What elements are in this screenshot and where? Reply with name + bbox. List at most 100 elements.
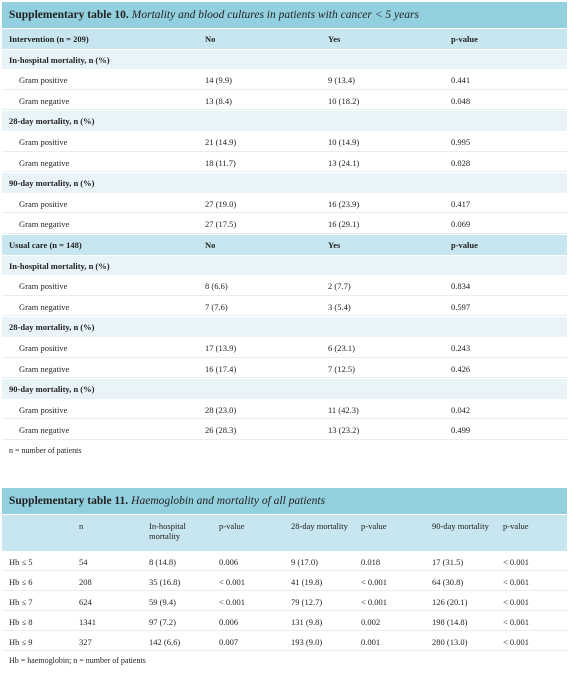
cell: 8 (6.6) [205,281,228,292]
data-row: Gram positive 21 (14.9) 10 (14.9) 0.995 [2,130,567,152]
cell: 208 [79,577,92,587]
cell: 0.006 [219,557,239,567]
cell: 8 (14.8) [149,557,176,567]
cell: Gram positive [19,281,68,292]
cell: Hb ≤ 6 [9,577,33,587]
cell: 0.834 [451,281,471,292]
cell: 28 (23.0) [205,404,237,415]
cell: 131 (9.8) [291,617,323,627]
title-text: Haemoglobin and mortality of all patient… [131,495,326,507]
cell: 11 (42.3) [328,404,359,415]
cell: 327 [79,637,92,647]
cell: < 0.001 [219,577,246,587]
cell: 126 (20.1) [432,597,468,607]
cell: < 0.001 [503,557,530,567]
cell: 0.426 [451,363,471,374]
cell: p-value [219,521,245,531]
cell: 193 (9.0) [291,637,323,647]
data-row: Hb ≤ 5 54 8 (14.8) 0.006 9 (17.0) 0.018 17 (31… [2,551,567,571]
data-row: Gram positive 14 (9.9) 9 (13.4) 0.441 [2,69,567,90]
cell: 17 (13.9) [205,342,237,353]
cell: < 0.001 [503,597,530,607]
cell: Hb ≤ 5 [9,557,33,567]
cell: 17 (31.5) [432,557,464,567]
data-row: Gram negative 13 (8.4) 10 (18.2) 0.048 [2,89,567,111]
cell: 27 (17.5) [205,219,237,230]
cell: Intervention (n = 209) [9,34,89,44]
cell: p-value [451,34,478,44]
cell: p-value [503,521,529,531]
section-row: In-hospital mortality, n (%) [2,48,567,70]
cell: 0.417 [451,198,471,209]
cell: 0.018 [361,557,381,567]
cell: Gram positive [19,404,68,415]
header-row: Usual care (n = 148) No Yes p-value [2,233,567,255]
cell: 79 (12.7) [291,597,323,607]
data-row: Gram negative 26 (28.3) 13 (23.2) 0.499 [2,419,567,440]
footnote: Hb = haemoglobin; n = number of patients [9,656,146,665]
cell: 13 (23.2) [328,425,360,436]
cell: 0.499 [451,425,471,436]
cell: Hb ≤ 9 [9,637,33,647]
cell: Gram negative [19,219,70,230]
cell: Yes [328,239,341,250]
cell: 13 (8.4) [205,95,232,106]
cell: 280 (13.0) [432,637,468,647]
cell: < 0.001 [503,617,530,627]
table-title: Supplementary table 10. Mortality and blo… [2,2,567,28]
cell: 27 (19.0) [205,198,237,209]
section-row: 90-day mortality, n (%) [2,378,567,399]
cell: Gram negative [19,95,70,106]
cell: 0.001 [361,637,381,647]
cell: 0.042 [451,404,471,415]
cell: 3 (5.4) [328,301,351,312]
cell: Gram positive [19,342,68,353]
data-row: Gram positive 28 (23.0) 11 (42.3) 0.042 [2,398,567,420]
cell: 0.995 [451,136,471,147]
table: Supplementary table 10. Mortality and blo… [2,2,567,455]
cell: Gram negative [19,301,70,312]
title-label: Supplementary table 10. [9,9,129,21]
cell: Gram negative [19,363,70,374]
cell: 21 (14.9) [205,136,237,147]
cell: 41 (19.8) [291,577,323,587]
cell: 90-day mortality, n (%) [9,384,95,395]
data-row: Gram negative 27 (17.5) 16 (29.1) 0.069 [2,213,567,234]
cell: 59 (9.4) [149,597,176,607]
cell: 97 (7.2) [149,617,176,627]
cell: p-value [451,239,478,250]
cell: 10 (18.2) [328,95,360,106]
section-row: 28-day mortality, n (%) [2,110,567,131]
cell: 90-day mortality [432,521,489,531]
cell: 28-day mortality, n (%) [9,116,95,127]
table-title: Supplementary table 11. Haemoglobin and m… [2,488,567,514]
data-row: Hb ≤ 8 1341 97 (7.2) 0.006 131 (9.8) 0.002 198… [2,611,567,631]
data-row: Gram negative 18 (11.7) 13 (24.1) 0.028 [2,151,567,173]
cell: 16 (23.9) [328,198,360,209]
cell: Gram positive [19,136,68,147]
title-text: Mortality and blood cultures in patients… [131,9,419,21]
cell: Hb ≤ 8 [9,617,33,627]
cell: 0.243 [451,342,471,353]
cell: 0.006 [219,617,239,627]
cell: Yes [328,34,341,44]
cell: In-hospital mortality, n (%) [9,54,110,65]
cell: n [79,521,84,531]
cell: 624 [79,597,92,607]
title-label: Supplementary table 11. [9,495,129,507]
data-row: Hb ≤ 6 208 35 (16.8) < 0.001 41 (19.8) < 0.00… [2,571,567,591]
cell: No [205,34,216,44]
cell: 142 (6.6) [149,637,181,647]
cell: < 0.001 [219,597,246,607]
section-row: In-hospital mortality, n (%) [2,254,567,276]
footnote: n = number of patients [9,445,82,455]
data-row: Gram positive 27 (19.0) 16 (23.9) 0.417 [2,192,567,214]
cell: Hb ≤ 7 [9,597,33,607]
data-row: Gram negative 7 (7.6) 3 (5.4) 0.597 [2,295,567,317]
cell: 0.441 [451,75,471,86]
cell: 9 (13.4) [328,75,355,86]
section-row: 28-day mortality, n (%) [2,316,567,337]
header-row: Intervention (n = 209) No Yes p-value [2,28,567,49]
cell: < 0.001 [361,577,388,587]
